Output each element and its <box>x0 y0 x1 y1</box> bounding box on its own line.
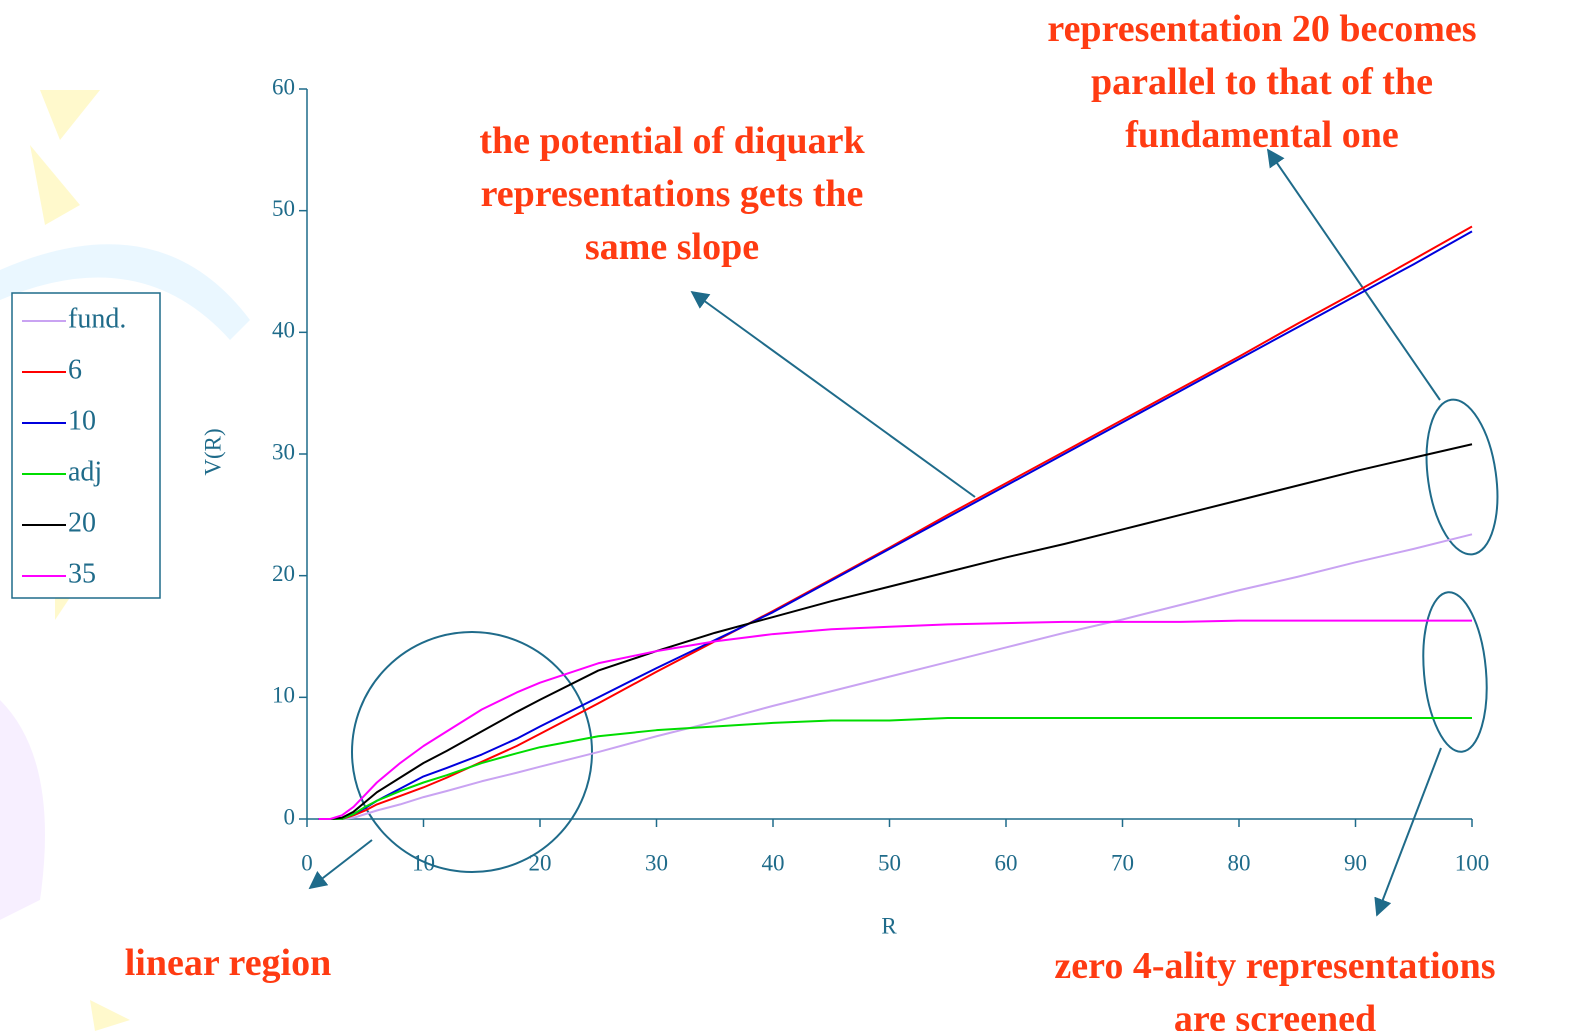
arrow <box>1268 150 1440 400</box>
legend-label: adj <box>68 456 102 487</box>
x-tick-label: 60 <box>995 850 1018 875</box>
highlight-ellipse <box>1417 590 1493 755</box>
annotation-text: fundamental one <box>1125 114 1398 156</box>
x-tick-label: 40 <box>762 850 785 875</box>
annotation-text: same slope <box>585 226 759 268</box>
y-tick-label: 10 <box>272 683 295 708</box>
legend-label: 35 <box>68 558 96 589</box>
y-tick-label: 50 <box>272 196 295 221</box>
annotation-text: representation 20 becomes <box>1047 8 1476 50</box>
series-line <box>319 534 1472 819</box>
highlight-circle <box>352 632 592 872</box>
series-line <box>319 444 1472 819</box>
x-tick-label: 100 <box>1455 850 1490 875</box>
y-tick-label: 0 <box>284 804 296 829</box>
x-tick-label: 10 <box>412 850 435 875</box>
arrow <box>1377 748 1441 915</box>
annotation-text: zero 4-ality representations <box>1054 945 1495 987</box>
series-line <box>319 226 1472 819</box>
chart: fund. 6 10 adj 20 35 R V(R) 0 10 20 30 40 50 60 0 10 2… <box>0 0 1572 1031</box>
y-tick-label: 60 <box>272 74 295 99</box>
legend-label: 20 <box>68 507 96 538</box>
x-tick-label: 50 <box>878 850 901 875</box>
x-axis-label: R <box>881 913 897 938</box>
legend-label: 6 <box>68 354 82 385</box>
x-tick-label: 90 <box>1344 850 1367 875</box>
x-tick-label: 0 <box>301 850 313 875</box>
y-axis-label: V(R) <box>200 428 225 475</box>
legend: fund. 6 10 adj 20 35 <box>12 293 160 598</box>
x-tick-label: 80 <box>1228 850 1251 875</box>
y-tick-label: 20 <box>272 561 295 586</box>
legend-box <box>12 293 160 598</box>
highlight-ellipse <box>1417 395 1506 559</box>
arrow <box>692 292 975 497</box>
legend-label: 10 <box>68 405 96 436</box>
arrow <box>310 840 372 888</box>
x-tick-label: 30 <box>645 850 668 875</box>
annotation-text: the potential of diquark <box>479 120 865 162</box>
annotation-text: parallel to that of the <box>1091 61 1433 103</box>
annotation-shapes <box>310 150 1507 915</box>
annotation-text: representations gets the <box>481 173 864 215</box>
series-line <box>319 718 1472 819</box>
series-line <box>319 231 1472 819</box>
y-tick-label: 30 <box>272 439 295 464</box>
annotation-text: linear region <box>125 942 332 984</box>
x-tick-label: 20 <box>529 850 552 875</box>
legend-label: fund. <box>68 303 126 334</box>
x-tick-label: 70 <box>1111 850 1134 875</box>
annotation-text: are screened <box>1174 998 1376 1031</box>
y-tick-label: 40 <box>272 318 295 343</box>
